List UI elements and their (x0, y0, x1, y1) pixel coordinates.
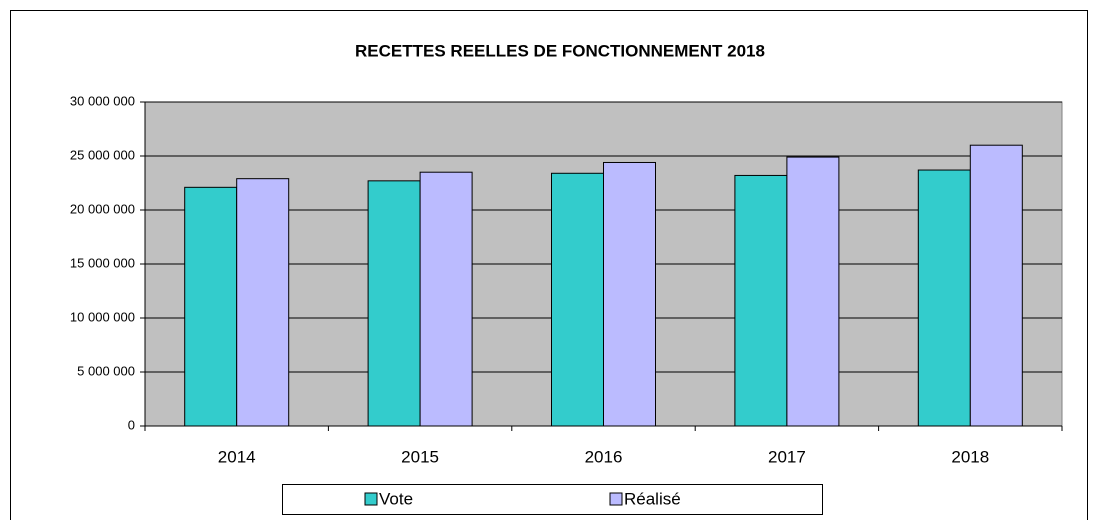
x-tick-label: 2014 (218, 447, 256, 466)
bar (917, 169, 971, 427)
chart-title: RECETTES REELLES DE FONCTIONNEMENT 2018 (355, 41, 765, 60)
y-tick-label: 15 000 000 (70, 255, 135, 270)
bar (786, 156, 840, 427)
y-tick-label: 30 000 000 (70, 93, 135, 108)
y-tick-label: 25 000 000 (70, 147, 135, 162)
bar (419, 171, 473, 427)
legend-box (282, 484, 823, 515)
y-tick-label: 20 000 000 (70, 201, 135, 216)
legend-label: Réalisé (624, 489, 681, 508)
x-tick-label: 2015 (401, 447, 439, 466)
bar (551, 172, 604, 427)
y-tick-label: 10 000 000 (70, 309, 135, 324)
x-tick-label: 2018 (951, 447, 989, 466)
bar (184, 186, 238, 427)
bar (969, 144, 1023, 427)
y-tick-label: 5 000 000 (77, 363, 135, 378)
bar (236, 178, 290, 427)
legend-swatch (609, 492, 623, 506)
bar (367, 180, 421, 427)
y-tick-label: 0 (128, 417, 135, 432)
legend-label: Vote (379, 489, 413, 508)
x-tick-label: 2016 (585, 447, 623, 466)
legend-swatch (364, 492, 378, 506)
bar (734, 174, 788, 427)
bar (603, 161, 656, 427)
x-tick-label: 2017 (768, 447, 806, 466)
